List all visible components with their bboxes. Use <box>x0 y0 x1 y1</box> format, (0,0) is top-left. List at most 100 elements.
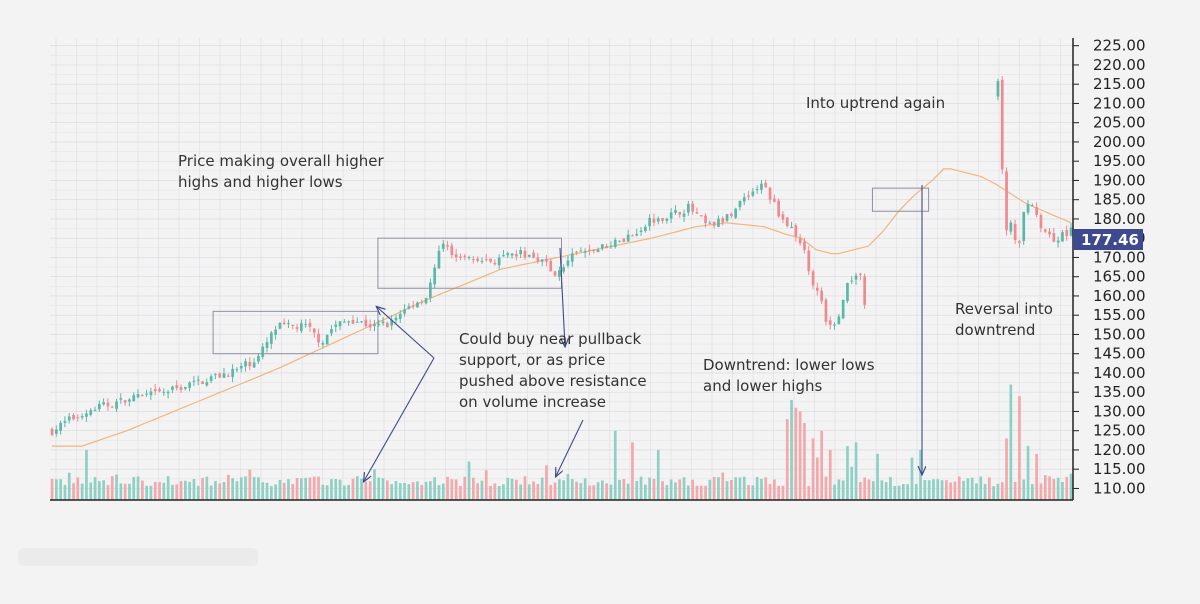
volume-bar <box>1022 479 1026 500</box>
y-tick-label: 125.00 <box>1093 422 1146 440</box>
candle-body <box>674 210 677 213</box>
candle-body <box>751 191 755 196</box>
volume-bar <box>424 481 428 500</box>
candle-body <box>110 406 114 408</box>
candle-body <box>175 385 179 388</box>
candle-body <box>476 258 479 261</box>
volume-bar <box>420 485 424 500</box>
candle-body <box>824 299 828 322</box>
volume-bar <box>738 477 742 500</box>
candle-body <box>816 287 819 291</box>
candle-body <box>721 218 725 223</box>
candle-body <box>312 328 316 333</box>
candle-body <box>704 215 707 224</box>
volume-bar <box>188 481 191 500</box>
candle-body <box>691 203 694 212</box>
candle-body <box>115 401 118 409</box>
volume-bar <box>854 442 858 501</box>
volume-bar <box>446 476 449 500</box>
volume-bar <box>76 477 80 500</box>
candle-body <box>386 322 389 328</box>
volume-bar <box>295 478 299 500</box>
candle-body <box>205 382 209 386</box>
volume-bar <box>502 484 505 500</box>
candle-body <box>76 417 80 419</box>
y-tick-label: 115.00 <box>1093 460 1146 478</box>
volume-bar <box>532 481 535 500</box>
volume-bar <box>1031 484 1034 500</box>
volume-bar <box>880 480 884 500</box>
candle-body <box>523 250 527 258</box>
candle-body <box>201 381 204 384</box>
volume-bar <box>407 484 411 500</box>
candle-body <box>63 421 67 423</box>
candle-body <box>381 321 385 324</box>
candle-body <box>149 391 153 396</box>
volume-bar <box>184 480 187 500</box>
annotation-reversal-line-1: Reversal into <box>955 300 1053 318</box>
candle-body <box>484 259 488 260</box>
range-box <box>212 310 379 355</box>
volume-bar <box>635 481 639 500</box>
volume-bar <box>244 476 247 500</box>
candle-body <box>682 213 686 217</box>
candle-body <box>1018 241 1021 243</box>
annotation-arrows-layer <box>364 185 922 481</box>
y-tick-label: 130.00 <box>1093 402 1146 420</box>
candle-body <box>80 416 84 418</box>
y-tick-label: 180.00 <box>1093 210 1146 228</box>
volume-bar <box>403 483 406 500</box>
volume-bar <box>545 465 548 500</box>
volume-bar <box>196 485 200 500</box>
volume-bar <box>300 478 303 500</box>
volume-bar <box>433 477 436 500</box>
volume-bar <box>566 474 570 500</box>
candle-body <box>768 187 772 200</box>
candle-body <box>1009 222 1013 232</box>
y-tick-label: 155.00 <box>1093 306 1146 324</box>
candle-body <box>188 382 191 388</box>
volume-bar <box>510 478 514 500</box>
candle-body <box>1031 205 1034 207</box>
volume-bar <box>93 477 97 500</box>
candle-body <box>184 386 187 389</box>
candle-body <box>119 398 123 400</box>
candle-body <box>618 240 621 242</box>
volume-bar <box>760 478 763 500</box>
candles-layer <box>50 75 1073 437</box>
candle-body <box>1048 231 1051 235</box>
candle-body <box>626 234 630 242</box>
candle-body <box>334 324 338 327</box>
candle-body <box>553 271 557 276</box>
y-tick-label: 110.00 <box>1093 479 1146 497</box>
volume-bar <box>927 480 931 500</box>
volume-bar <box>837 479 841 500</box>
candle-body <box>807 250 811 272</box>
candle-body <box>50 428 54 435</box>
candle-body <box>420 301 424 303</box>
volume-bar <box>519 484 522 500</box>
annotation-uptrend-line-1: Into uptrend again <box>806 94 945 112</box>
candle-body <box>661 218 664 221</box>
annotation-higher-highs: Price making overall higher highs and hi… <box>178 152 388 191</box>
volume-bar <box>910 457 914 500</box>
candle-body <box>828 320 832 325</box>
y-tick-label: 165.00 <box>1093 268 1146 286</box>
candle-body <box>390 319 393 326</box>
volume-bar <box>579 483 583 500</box>
volume-bar <box>730 480 733 500</box>
candle-body <box>644 226 647 232</box>
candle-body <box>609 245 613 247</box>
volume-bar <box>704 485 707 500</box>
candle-body <box>549 261 553 272</box>
volume-bar <box>648 477 651 500</box>
candle-body <box>308 322 312 327</box>
volume-bar <box>209 485 213 500</box>
candle-body <box>725 214 729 221</box>
candle-body <box>454 254 458 258</box>
volume-bar <box>218 483 222 500</box>
volume-bar <box>790 399 793 500</box>
volume-bar <box>106 485 110 500</box>
candle-body <box>695 212 699 214</box>
